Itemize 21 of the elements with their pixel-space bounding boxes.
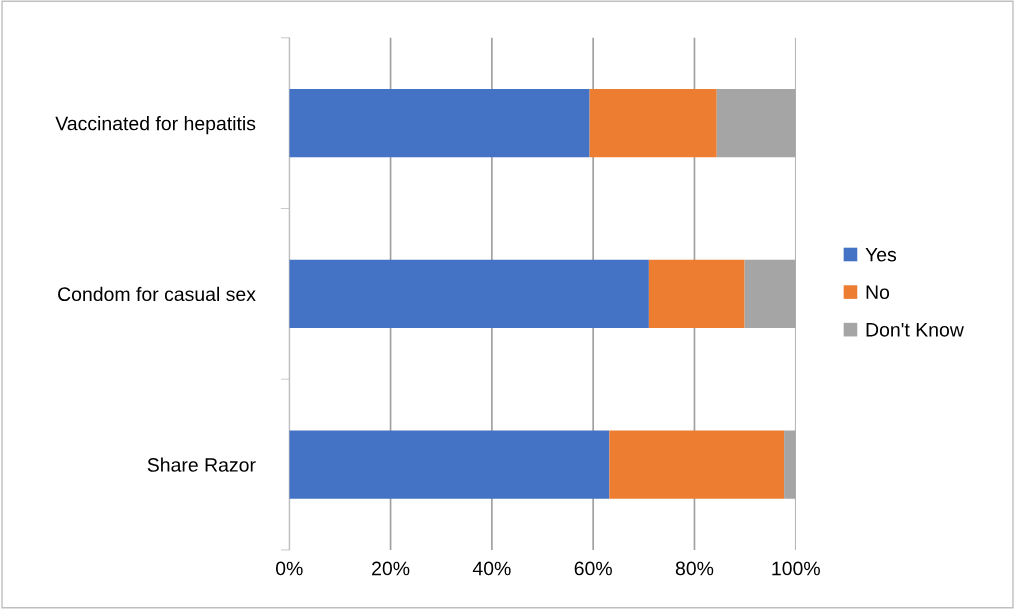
bar <box>716 88 796 158</box>
x-tick-label: 80% <box>675 561 714 576</box>
x-tick-label: 20% <box>372 561 410 576</box>
bar <box>289 430 610 499</box>
bar <box>744 259 796 328</box>
bar <box>784 430 796 499</box>
legend-label: Don't Know <box>866 323 964 337</box>
y-tick-label: Condom for casual sex <box>58 286 256 302</box>
x-tick-label: 40% <box>472 561 511 576</box>
bar <box>589 88 717 158</box>
y-tick-label: Share Razor <box>147 457 256 472</box>
legend-label: No <box>866 285 890 300</box>
bar <box>609 430 785 499</box>
x-tick-label: 100% <box>772 561 820 576</box>
y-tick-label: Vaccinated for hepatitis <box>55 116 256 135</box>
legend-label: Yes <box>865 247 897 262</box>
bar <box>289 88 590 158</box>
bar <box>648 259 745 328</box>
bar <box>289 259 649 328</box>
x-tick-label: 0% <box>275 561 303 576</box>
x-tick-label: 60% <box>574 561 612 576</box>
